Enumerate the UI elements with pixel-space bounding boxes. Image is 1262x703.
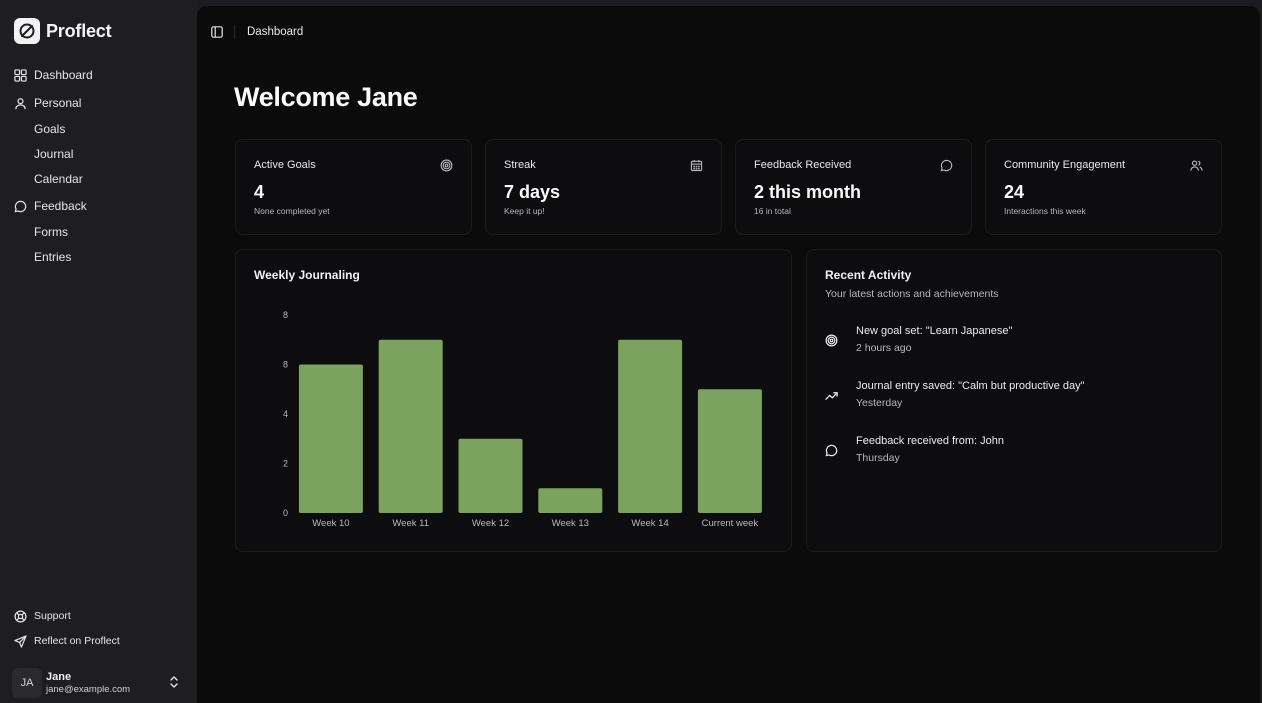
proflect-logo-icon (14, 18, 40, 44)
target-icon (440, 159, 453, 172)
weekly-journaling-panel: Weekly Journaling 0 2 4 8 8 Week 10 Week 11 Wee… (235, 249, 792, 552)
topbar-divider (234, 25, 235, 39)
recent-activity-panel: Recent Activity Your latest actions and … (806, 249, 1222, 552)
weekly-journaling-chart: 0 2 4 8 8 Week 10 Week 11 Week 12 Week 13 Week 14… (283, 310, 762, 529)
page-title: Welcome Jane (234, 82, 418, 112)
chart-bar[interactable] (538, 488, 603, 513)
message-circle-icon (825, 444, 838, 457)
user-icon (15, 97, 26, 109)
chart-title: Weekly Journaling (254, 268, 360, 282)
card-title: Streak (504, 159, 536, 171)
target-icon (825, 334, 838, 347)
users-icon (1190, 160, 1203, 171)
life-buoy-icon (14, 610, 27, 622)
x-tick-label: Week 12 (472, 518, 509, 529)
card-title: Active Goals (254, 159, 316, 171)
card-title: Community Engagement (1004, 159, 1126, 171)
activity-time: 2 hours ago (856, 342, 912, 354)
sidebar-item-calendar[interactable]: Calendar (34, 172, 83, 186)
sidebar-item-dashboard[interactable]: Dashboard (14, 63, 93, 87)
activity-text: Journal entry saved: "Calm but productiv… (856, 380, 1085, 392)
chart-bar[interactable] (378, 339, 443, 513)
sidebar-item-personal[interactable]: Personal (14, 91, 81, 115)
stat-card-streak: Streak 7 days Keep it up! (485, 139, 722, 235)
sidebar-item-goals[interactable]: Goals (34, 122, 66, 136)
sidebar: Proflect Dashboard Personal Goals Journa… (0, 0, 197, 703)
sidebar-item-journal[interactable]: Journal (34, 147, 74, 161)
card-value: 4 (254, 182, 265, 202)
main-content: Dashboard Welcome Jane Active Goals 4 No… (197, 6, 1260, 703)
sidebar-item-label: Feedback (34, 199, 87, 213)
chart-bar[interactable] (618, 339, 683, 513)
recent-activity-title: Recent Activity (825, 268, 912, 282)
x-tick-label: Week 14 (631, 518, 668, 529)
breadcrumb[interactable]: Dashboard (247, 26, 304, 38)
card-subtitle: 16 in total (754, 206, 791, 216)
reflect-link[interactable]: Reflect on Proflect (14, 631, 120, 651)
x-tick-label: Week 10 (312, 518, 349, 529)
y-tick-label: 8 (283, 310, 288, 320)
activity-item[interactable]: Journal entry saved: "Calm but productiv… (825, 380, 1205, 420)
y-tick-label: 0 (283, 508, 288, 518)
activity-time: Yesterday (856, 397, 903, 409)
brand[interactable]: Proflect (14, 18, 112, 44)
sidebar-item-entries[interactable]: Entries (34, 250, 72, 264)
card-subtitle: Keep it up! (504, 206, 545, 216)
y-tick-label: 8 (283, 360, 288, 370)
card-subtitle: None completed yet (254, 206, 330, 216)
topbar: Dashboard (211, 24, 303, 40)
trending-up-icon (825, 392, 838, 400)
recent-activity-subtitle: Your latest actions and achievements (825, 288, 999, 300)
y-tick-label: 2 (283, 459, 288, 469)
stat-card-community-engagement: Community Engagement 24 Interactions thi… (985, 139, 1222, 235)
reflect-label: Reflect on Proflect (34, 635, 120, 647)
support-label: Support (34, 610, 71, 622)
x-tick-label: Current week (702, 518, 759, 529)
card-value: 7 days (504, 182, 561, 202)
support-link[interactable]: Support (14, 606, 71, 626)
user-email: jane@example.com (46, 684, 131, 695)
chart-bar[interactable] (298, 364, 363, 514)
card-title: Feedback Received (754, 159, 852, 171)
send-icon (14, 634, 27, 648)
y-tick-label: 4 (283, 409, 288, 419)
avatar: JA (12, 668, 42, 698)
message-circle-icon (14, 200, 27, 212)
activity-text: Feedback received from: John (856, 435, 1004, 447)
brand-name: Proflect (46, 20, 112, 41)
chart-bar[interactable] (458, 438, 523, 513)
activity-text: New goal set: "Learn Japanese" (856, 325, 1013, 337)
card-value: 2 this month (754, 182, 861, 202)
card-value: 24 (1004, 182, 1025, 202)
message-circle-icon (940, 159, 953, 172)
stat-card-active-goals: Active Goals 4 None completed yet (235, 139, 472, 235)
user-menu[interactable]: JA Jane jane@example.com (12, 666, 184, 700)
chart-bar[interactable] (697, 389, 762, 513)
activity-item[interactable]: New goal set: "Learn Japanese" 2 hours a… (825, 325, 1205, 365)
sidebar-item-label: Personal (34, 96, 82, 110)
x-tick-label: Week 11 (392, 518, 429, 529)
sidebar-toggle-icon[interactable] (211, 26, 223, 38)
activity-time: Thursday (856, 452, 900, 464)
dashboard-icon (14, 68, 27, 82)
activity-item[interactable]: Feedback received from: John Thursday (825, 435, 1205, 475)
card-subtitle: Interactions this week (1004, 206, 1086, 216)
user-name: Jane (46, 671, 72, 683)
sidebar-item-label: Dashboard (34, 68, 93, 82)
sidebar-item-forms[interactable]: Forms (34, 225, 68, 239)
stat-card-feedback-received: Feedback Received 2 this month 16 in tot… (735, 139, 972, 235)
calendar-icon (690, 159, 703, 172)
sidebar-item-feedback[interactable]: Feedback (14, 194, 87, 218)
chevrons-up-down-icon (170, 676, 178, 688)
x-tick-label: Week 13 (552, 518, 589, 529)
